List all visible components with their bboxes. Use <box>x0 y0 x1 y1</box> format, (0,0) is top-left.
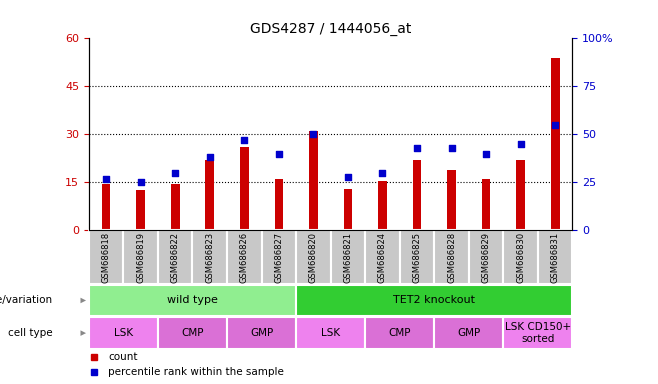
Text: GSM686827: GSM686827 <box>274 232 284 283</box>
Text: GSM686825: GSM686825 <box>413 232 422 283</box>
Bar <box>482 179 490 230</box>
Text: GSM686823: GSM686823 <box>205 232 215 283</box>
Text: GSM686826: GSM686826 <box>240 232 249 283</box>
Text: GSM686819: GSM686819 <box>136 232 145 283</box>
Point <box>308 131 318 137</box>
Bar <box>551 58 559 230</box>
Title: GDS4287 / 1444056_at: GDS4287 / 1444056_at <box>250 22 411 36</box>
Bar <box>124 230 158 284</box>
Text: GSM686818: GSM686818 <box>101 232 111 283</box>
Text: genotype/variation: genotype/variation <box>0 295 53 306</box>
Text: LSK CD150+
sorted: LSK CD150+ sorted <box>505 322 571 344</box>
Bar <box>343 189 352 230</box>
Bar <box>468 230 503 284</box>
Point <box>205 154 215 161</box>
Text: GSM686829: GSM686829 <box>482 232 491 283</box>
Text: TET2 knockout: TET2 knockout <box>393 295 475 306</box>
Text: CMP: CMP <box>388 328 411 338</box>
Bar <box>434 318 503 349</box>
Bar <box>296 285 572 316</box>
Bar <box>447 170 456 230</box>
Bar <box>538 230 572 284</box>
Bar <box>296 230 330 284</box>
Bar <box>171 184 180 230</box>
Text: GSM686830: GSM686830 <box>516 232 525 283</box>
Bar <box>158 230 192 284</box>
Text: wild type: wild type <box>167 295 218 306</box>
Bar <box>378 181 387 230</box>
Bar <box>158 318 227 349</box>
Point <box>481 151 492 157</box>
Bar <box>274 179 283 230</box>
Point <box>170 170 180 176</box>
Text: CMP: CMP <box>181 328 204 338</box>
Text: LSK: LSK <box>321 328 340 338</box>
Text: GMP: GMP <box>457 328 480 338</box>
Bar <box>503 318 572 349</box>
Bar <box>365 230 400 284</box>
Point <box>412 145 422 151</box>
Bar <box>517 160 525 230</box>
Point <box>550 122 561 128</box>
Point <box>136 179 146 185</box>
Point <box>101 175 111 182</box>
Text: GSM686820: GSM686820 <box>309 232 318 283</box>
Bar <box>227 318 296 349</box>
Point <box>515 141 526 147</box>
Bar <box>89 230 124 284</box>
Bar <box>89 318 158 349</box>
Point <box>446 145 457 151</box>
Point <box>377 170 388 176</box>
Bar <box>413 160 421 230</box>
Bar <box>89 285 296 316</box>
Bar <box>136 190 145 230</box>
Bar <box>102 184 111 230</box>
Bar <box>262 230 296 284</box>
Bar <box>330 230 365 284</box>
Text: GSM686821: GSM686821 <box>343 232 353 283</box>
Text: LSK: LSK <box>114 328 133 338</box>
Text: GMP: GMP <box>250 328 273 338</box>
Point <box>343 174 353 180</box>
Text: count: count <box>108 352 138 362</box>
Text: cell type: cell type <box>8 328 53 338</box>
Text: percentile rank within the sample: percentile rank within the sample <box>108 367 284 377</box>
Bar <box>399 230 434 284</box>
Bar <box>434 230 468 284</box>
Text: GSM686822: GSM686822 <box>170 232 180 283</box>
Point <box>239 137 249 143</box>
Text: GSM686831: GSM686831 <box>551 232 560 283</box>
Bar <box>365 318 434 349</box>
Bar <box>205 160 214 230</box>
Point <box>274 151 284 157</box>
Text: GSM686828: GSM686828 <box>447 232 456 283</box>
Bar <box>296 318 365 349</box>
Bar <box>240 147 249 230</box>
Bar <box>503 230 538 284</box>
Bar <box>309 131 318 230</box>
Bar <box>227 230 262 284</box>
Text: GSM686824: GSM686824 <box>378 232 387 283</box>
Bar <box>192 230 227 284</box>
